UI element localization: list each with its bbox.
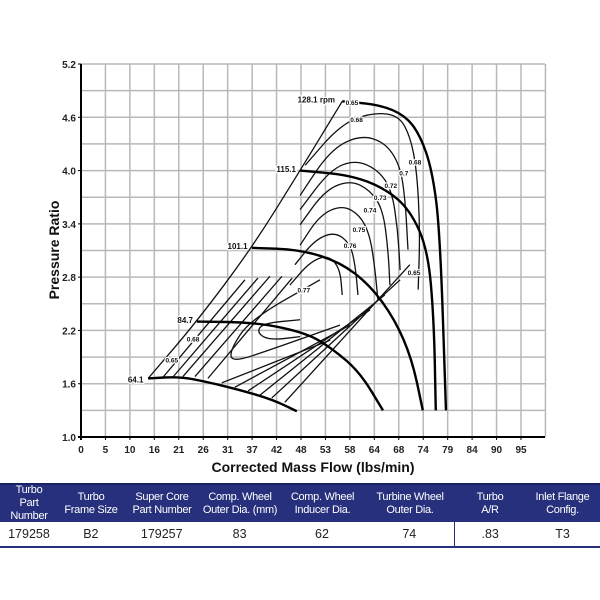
header-turbo-ar: Turbo A/R [476,490,504,516]
x-tick-label: 68 [393,445,405,456]
compressor-map-chart: 0 5 10 16 21 26 31 37 42 48 53 58 64 68 74 79 84 90 95 1.0 1… [46,60,547,475]
x-tick-label: 16 [149,445,161,456]
speed-line [342,100,448,411]
table-header-row: Turbo Part Number Turbo Frame Size Super C… [0,483,600,522]
efficiency-contour [284,264,411,403]
efficiency-contour [171,277,259,379]
efficiency-contour [182,275,271,378]
chart-annotation: 0.65 [165,358,178,365]
y-tick-label: 4.6 [62,113,76,124]
chart-annotation: 128.1 rpm [298,96,335,105]
y-tick-label: 3.4 [62,220,76,231]
speed-line [251,246,424,411]
efficiency-contour [221,339,331,384]
header-super-core: Super Core Part Number [132,490,192,516]
x-tick-label: 31 [222,445,234,456]
y-tick-label: 1.6 [62,380,76,391]
speed-line [148,376,298,413]
table-row: 179258 B2 179257 83 62 74 .83 T3 [0,522,600,548]
x-tick-label: 53 [320,445,332,456]
x-tick-label: 10 [124,445,136,456]
header-inlet-flange: Inlet Flange Config. [535,490,590,516]
efficiency-contour [194,275,283,378]
chart-annotation: 0.68 [409,160,422,167]
chart-annotation: 0.75 [353,227,366,234]
x-axis-label: Corrected Mass Flow (lbs/min) [211,459,414,475]
chart-annotation: 0.68 [187,336,200,343]
cell-comp-inducer-dia: 62 [315,527,329,541]
cell-inlet-flange: T3 [555,527,570,541]
speed-line [196,320,385,411]
x-tick-label: 42 [271,445,283,456]
efficiency-contour [161,279,246,379]
speed-line [299,169,437,411]
chart-annotation: 0.65 [408,270,421,277]
y-axis-label: Pressure Ratio [46,201,62,300]
cell-super-core: 179257 [140,527,183,541]
x-tick-label: 0 [78,445,84,456]
efficiency-contour [259,294,386,396]
x-tick-label: 48 [295,445,307,456]
y-tick-label: 2.8 [62,273,76,284]
x-tick-label: 37 [247,445,259,456]
header-turbine-outer-dia: Turbine Wheel Outer Dia. [376,490,444,516]
x-tick-label: 26 [198,445,210,456]
efficiency-contour [258,319,301,340]
efficiency-contour [294,233,359,295]
x-tick-label: 21 [173,445,185,456]
x-tick-label: 58 [344,445,356,456]
cell-part-number: 179258 [8,527,50,541]
efficiency-contour [207,277,293,379]
cell-frame-size: B2 [83,527,99,541]
efficiency-contour [230,279,341,360]
x-tick-label: 5 [103,445,109,456]
efficiency-contour [304,112,421,290]
header-comp-inducer-dia: Comp. Wheel Inducer Dia. [290,490,355,516]
chart-annotation: 0.76 [344,243,357,250]
y-tick-label: 5.2 [62,60,76,71]
chart-annotation: 0.65 [346,100,359,107]
efficiency-contour [299,182,391,286]
x-tick-label: 95 [515,445,527,456]
x-tick-label: 64 [369,445,381,456]
x-tick-label: 74 [418,445,430,456]
chart-annotation: 0.73 [374,195,387,202]
chart-annotation: 0.7 [399,170,408,177]
x-tick-label: 84 [467,445,479,456]
chart-annotation: 101.1 [228,242,249,251]
y-tick-label: 4.0 [62,167,76,178]
header-frame-size: Turbo Frame Size [64,490,118,516]
efficiency-contour [299,161,401,271]
turbo-spec-table: Turbo Part Number Turbo Frame Size Super C… [0,483,600,548]
header-comp-outer-dia: Comp. Wheel Outer Dia. (mm) [202,490,278,516]
chart-annotation: 64.1 [128,375,144,384]
chart-annotation: 0.74 [364,208,377,215]
chart-annotation: 0.72 [385,183,398,190]
header-turbo-part-number: Turbo Part Number [10,484,48,522]
chart-annotation: 84.7 [177,316,193,325]
cell-comp-outer-dia: 83 [232,527,247,541]
x-tick-label: 90 [491,445,503,456]
cell-turbine-outer-dia: 74 [402,527,417,541]
cell-turbo-ar: .83 [454,522,525,546]
efficiency-contour [299,207,379,301]
y-tick-label: 1.0 [62,433,76,444]
chart-annotation: 0.68 [350,117,363,124]
chart-annotation: 0.77 [297,288,310,295]
surge-line [147,100,343,379]
y-tick-label: 2.2 [62,326,76,337]
x-tick-label: 79 [442,445,454,456]
efficiency-contour [299,136,409,250]
chart-annotation: 115.1 [276,165,296,174]
